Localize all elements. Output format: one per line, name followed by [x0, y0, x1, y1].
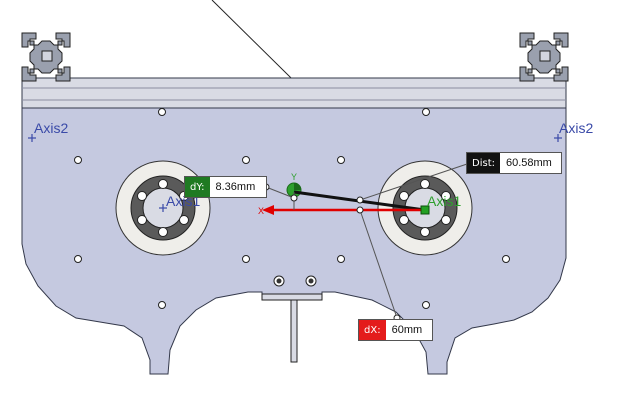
axis-label-right-hole: Axis1 [427, 193, 462, 209]
axis-point-right[interactable] [420, 205, 430, 215]
svg-text:X: X [258, 206, 264, 216]
dx-leader [359, 209, 398, 319]
dist-value: 60.58mm [505, 157, 552, 169]
axis-markers [28, 134, 562, 212]
x-arrowhead [262, 205, 274, 215]
dx-tag: dX: [359, 320, 386, 340]
dy-tag: dY: [185, 177, 210, 197]
dist-leader [359, 162, 471, 201]
dy-value: 8.36mm [215, 181, 256, 193]
top-rail [21, 77, 567, 109]
dist-tag: Dist: [467, 153, 500, 173]
dist-callout[interactable]: Dist: 60.58mm [466, 152, 562, 174]
svg-text:Y: Y [291, 172, 297, 182]
dx-callout[interactable]: dX: 60mm [358, 319, 433, 341]
axis-label-right: Axis2 [559, 120, 594, 136]
center-bracket [261, 293, 323, 363]
dy-callout[interactable]: dY: 8.36mm [184, 176, 267, 198]
extrusion-right [519, 32, 569, 82]
extrusion-left [21, 32, 71, 82]
screw-heads [273, 275, 317, 287]
axis-label-left: Axis2 [34, 120, 69, 136]
dx-value: 60mm [391, 324, 423, 336]
dy-leader [265, 186, 295, 199]
